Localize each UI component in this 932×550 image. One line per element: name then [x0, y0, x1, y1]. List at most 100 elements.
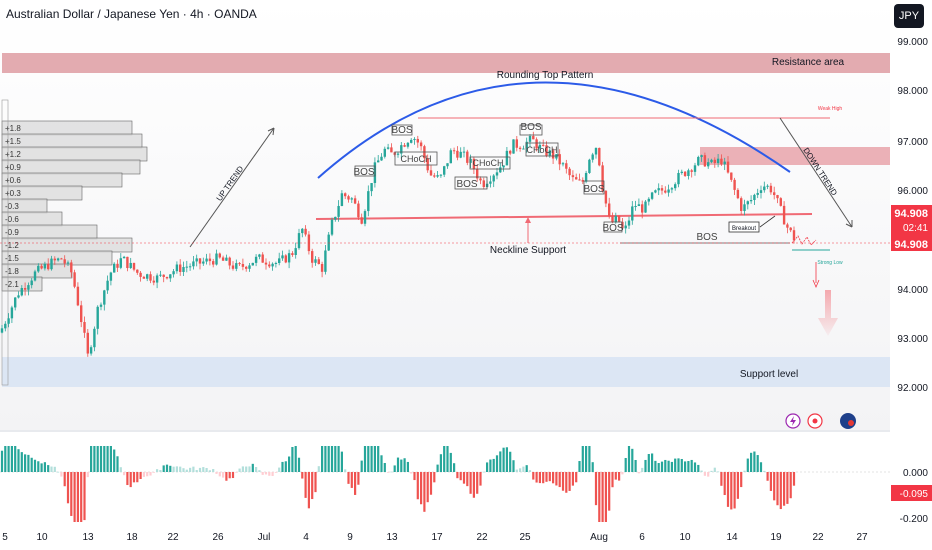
candle-body [769, 185, 773, 193]
osc-bar [420, 472, 423, 505]
candle-body [693, 165, 697, 172]
candle-body [449, 150, 452, 164]
osc-tick-0: 0.000 [903, 468, 928, 479]
candle-body [149, 274, 152, 281]
candle-body [198, 258, 202, 264]
osc-bar [763, 470, 766, 472]
osc-bar [24, 454, 27, 472]
osc-bar [63, 472, 66, 487]
osc-bar [588, 446, 591, 472]
candle-body [469, 158, 472, 163]
osc-bar [373, 446, 376, 472]
osc-bar [545, 472, 548, 482]
osc-bar [4, 446, 7, 472]
osc-bar [195, 470, 198, 472]
osc-bar [198, 467, 202, 472]
osc-bar [601, 472, 604, 522]
candle-body [221, 257, 225, 261]
candle-body [179, 264, 182, 272]
candle-body [766, 185, 769, 187]
time-label-8: 9 [347, 532, 353, 543]
osc-bar [548, 472, 551, 482]
osc-bar [410, 472, 413, 474]
osc-bar [119, 467, 122, 472]
candle-body [667, 189, 670, 193]
osc-bar [750, 452, 753, 472]
osc-bar [136, 472, 139, 483]
bos-label-3: BOS [456, 179, 477, 190]
osc-bar [284, 461, 287, 472]
osc-bar [604, 472, 607, 522]
candle-body [172, 271, 175, 275]
osc-bar [222, 472, 225, 478]
candle-body [136, 269, 139, 273]
osc-bar [245, 466, 248, 472]
osc-bar [231, 472, 235, 479]
osc-bar [505, 447, 508, 472]
osc-bar [717, 471, 720, 473]
osc-bar [278, 467, 281, 472]
osc-bar [380, 455, 383, 472]
osc-bar [618, 472, 621, 481]
candle-body [654, 190, 657, 193]
candle-body [238, 263, 241, 265]
bos-box-3 [454, 176, 488, 190]
candle-body [386, 147, 390, 149]
osc-bar [753, 451, 756, 472]
australia-flag-icon[interactable] [840, 413, 856, 429]
osc-bar [113, 449, 116, 472]
osc-bar [347, 472, 350, 484]
osc-bar [169, 465, 172, 472]
candle-body [680, 171, 683, 173]
candle-body [545, 145, 548, 156]
candle-body [594, 147, 598, 155]
candle-body [169, 274, 172, 279]
osc-bar [123, 472, 126, 476]
osc-bar [20, 452, 23, 472]
osc-bar [495, 455, 499, 472]
bos-box-4 [519, 124, 543, 136]
osc-bar [608, 472, 611, 511]
osc-bar [575, 472, 578, 483]
volume-profile-label: -1.2 [5, 241, 19, 250]
currency-button[interactable]: JPY [894, 4, 924, 28]
osc-bar [139, 472, 142, 480]
candle-body [274, 262, 278, 264]
candle-body [271, 263, 274, 267]
osc-bar [360, 460, 363, 472]
time-label-19: 27 [856, 532, 868, 543]
candle-body [551, 150, 555, 159]
osc-bar [17, 449, 20, 472]
osc-value-tag [891, 485, 932, 501]
osc-bar [687, 461, 690, 472]
osc-bar [677, 458, 680, 472]
time-label-5: 26 [212, 532, 224, 543]
lightning-glyph [790, 416, 796, 426]
candle-body [231, 265, 235, 269]
osc-bar [482, 471, 485, 473]
osc-bar [208, 470, 211, 472]
time-label-18: 22 [812, 532, 824, 543]
candle-body [268, 264, 271, 267]
candle-body [561, 163, 565, 165]
osc-bar [261, 472, 264, 475]
candle-body [304, 228, 307, 235]
candle-body [129, 262, 132, 269]
candle-body [604, 190, 608, 204]
osc-bar [185, 469, 188, 472]
candle-body [502, 165, 505, 168]
osc-bar [70, 472, 73, 516]
osc-bar [621, 472, 624, 475]
osc-bar [57, 471, 60, 473]
osc-bar [492, 458, 495, 472]
osc-bar [522, 466, 525, 472]
osc-bar [561, 472, 565, 491]
record-dot [812, 418, 818, 424]
candle-body [637, 204, 641, 207]
neckline [315, 213, 813, 220]
down-trend-arrow [779, 117, 853, 228]
candle-body [218, 253, 221, 258]
candle-body [730, 172, 733, 180]
candle-body [674, 184, 677, 189]
